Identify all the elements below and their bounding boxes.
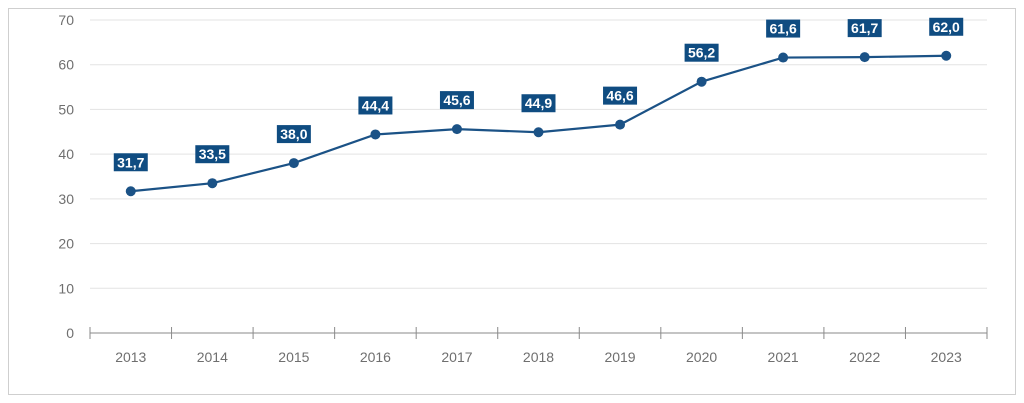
- x-axis: 2013 2014 2015 2016 2017 2018 2019 2020 2021 2022…: [89, 327, 988, 365]
- data-point: [125, 186, 136, 197]
- data-label: 62,0: [929, 17, 964, 36]
- x-tick-label: 2022: [849, 349, 880, 365]
- x-tick-label: 2019: [604, 349, 635, 365]
- data-label: 31,7: [113, 153, 148, 172]
- data-label-background: [195, 145, 230, 164]
- data-label: 56,2: [684, 43, 719, 62]
- x-tick-label: 2014: [197, 349, 228, 365]
- data-label-background: [929, 17, 964, 36]
- data-point: [696, 76, 707, 87]
- data-label-background: [439, 91, 474, 110]
- series-line: [130, 54, 947, 193]
- data-label-background: [521, 94, 556, 113]
- x-tick-label: 2016: [360, 349, 391, 365]
- data-point: [451, 124, 462, 135]
- data-label: 44,4: [358, 96, 393, 115]
- data-label-background: [766, 19, 801, 38]
- data-label-text: 33,5: [199, 146, 226, 162]
- x-tick-label: 2013: [115, 349, 146, 365]
- series-line-group: [125, 50, 952, 197]
- data-label: 45,6: [439, 91, 474, 110]
- data-label-background: [684, 43, 719, 62]
- data-point: [370, 129, 381, 140]
- data-label: 38,0: [276, 125, 311, 144]
- y-axis-ticks: 0 10 20 30 40 50 60 70: [58, 12, 74, 341]
- data-label-background: [276, 125, 311, 144]
- data-label: 61,7: [847, 19, 882, 38]
- chart-frame: [8, 8, 1016, 395]
- x-tick-label: 2015: [278, 349, 309, 365]
- data-point: [615, 119, 626, 130]
- data-label-text: 46,6: [606, 88, 633, 104]
- x-tick-label: 2018: [523, 349, 554, 365]
- data-label-text: 56,2: [688, 45, 715, 61]
- x-tick-label: 2020: [686, 349, 717, 365]
- y-tick-label: 30: [58, 191, 74, 207]
- x-tick-label: 2021: [768, 349, 799, 365]
- y-tick-label: 40: [58, 146, 74, 162]
- data-label-background: [603, 86, 638, 105]
- data-point: [941, 50, 952, 61]
- data-label-text: 45,6: [443, 92, 470, 108]
- data-label: 44,9: [521, 94, 556, 113]
- data-point: [533, 127, 544, 138]
- data-point: [778, 52, 789, 63]
- data-label-text: 38,0: [280, 126, 307, 142]
- data-label-background: [358, 96, 393, 115]
- data-label-text: 62,0: [933, 19, 960, 35]
- x-tick-label: 2023: [931, 349, 962, 365]
- data-label: 61,6: [766, 19, 801, 38]
- data-point: [859, 52, 870, 63]
- data-label-background: [113, 153, 148, 172]
- data-label: 33,5: [195, 145, 230, 164]
- data-label-text: 61,6: [770, 21, 797, 37]
- y-tick-label: 70: [58, 12, 74, 28]
- data-labels: 31,7 33,5 38,0 44,4 45,6 44,9 46,6 56,2 61,6 61,7…: [113, 17, 964, 172]
- data-label-text: 44,4: [362, 97, 389, 113]
- y-tick-label: 20: [58, 236, 74, 252]
- y-tick-label: 50: [58, 101, 74, 117]
- y-tick-label: 60: [58, 57, 74, 73]
- x-tick-label: 2017: [441, 349, 472, 365]
- data-label-text: 61,7: [851, 20, 878, 36]
- y-tick-label: 0: [66, 325, 74, 341]
- y-tick-label: 10: [58, 280, 74, 296]
- data-label-text: 44,9: [525, 95, 552, 111]
- data-point: [207, 178, 218, 189]
- data-point: [288, 158, 299, 169]
- data-label: 46,6: [603, 86, 638, 105]
- data-label-background: [847, 19, 882, 38]
- data-label-text: 31,7: [117, 154, 144, 170]
